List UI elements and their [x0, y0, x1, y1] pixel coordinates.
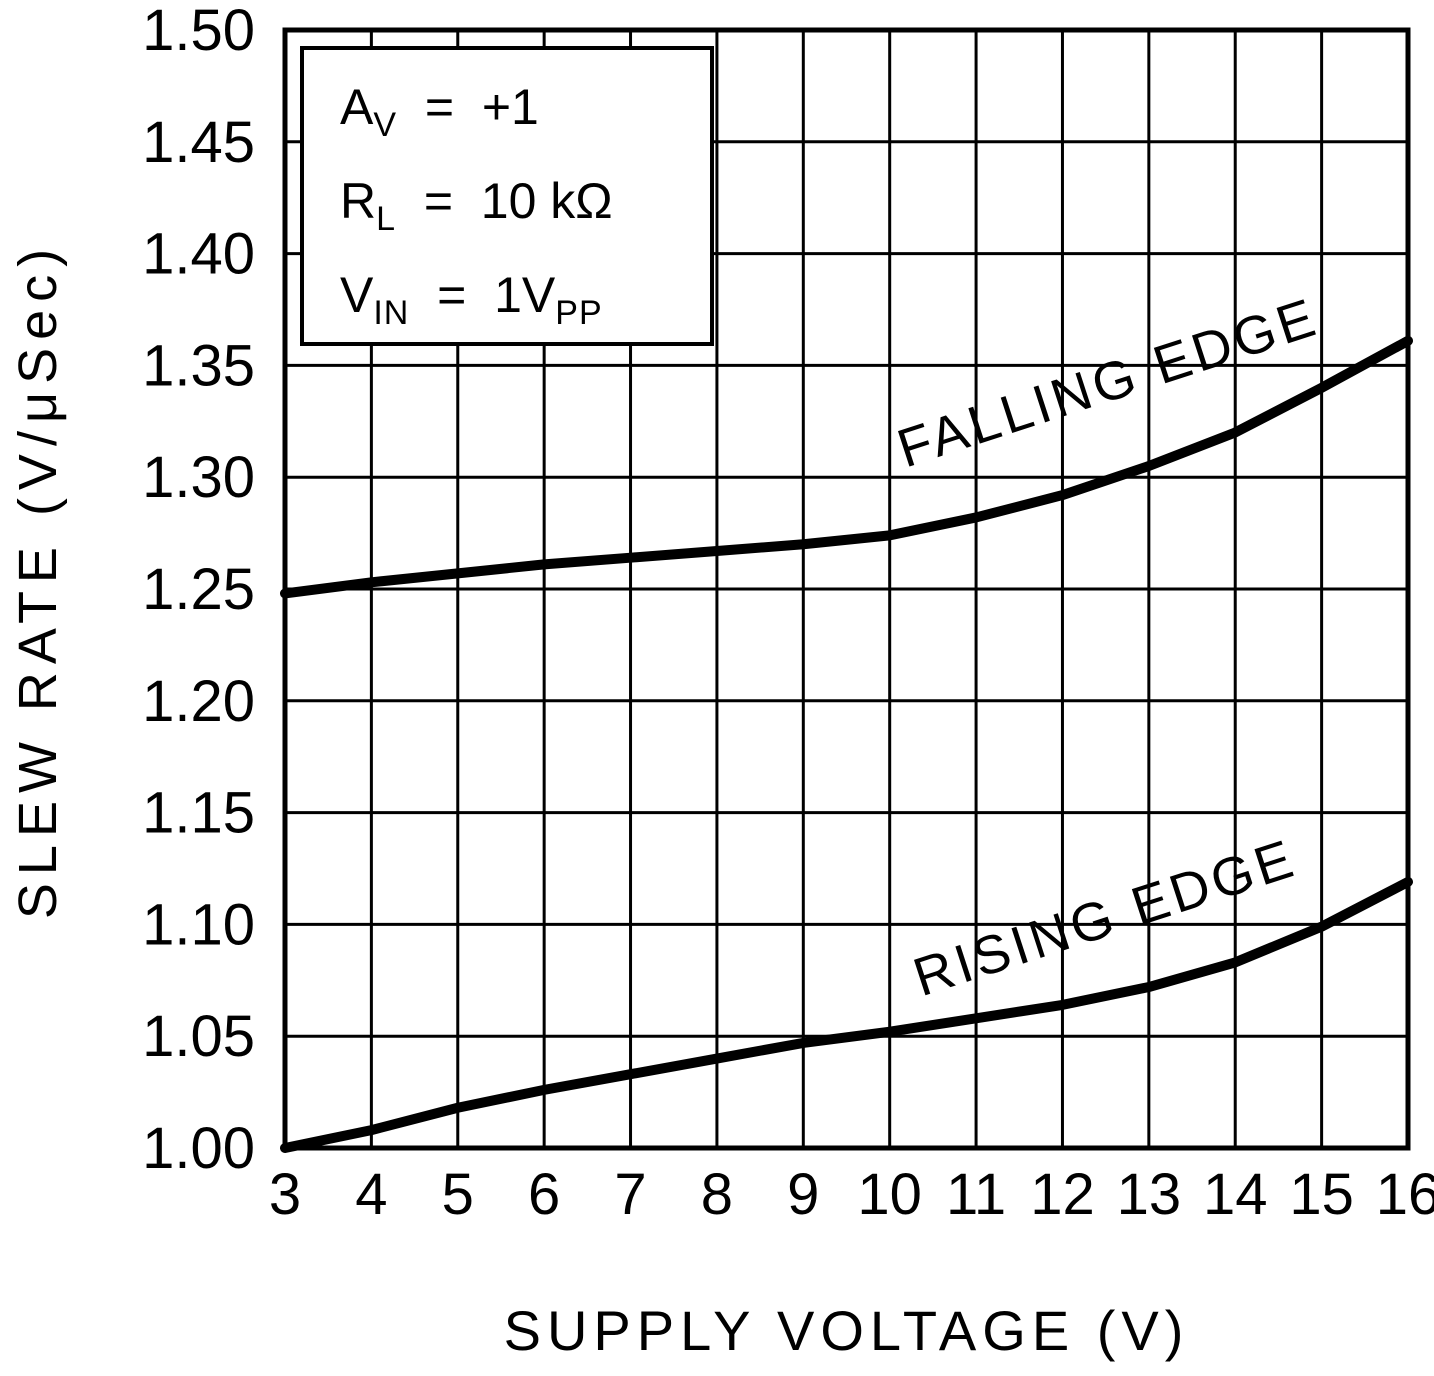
curve-falling-edge: [280, 335, 1413, 599]
y-tick-label: 1.20: [142, 669, 255, 734]
x-tick-label: 6: [528, 1162, 560, 1227]
y-tick-label: 1.25: [142, 557, 255, 622]
x-tick-label: 5: [442, 1162, 474, 1227]
x-tick-label: 8: [701, 1162, 733, 1227]
condition-subscript: PP: [555, 294, 603, 332]
conditions-box: AV = +1 RL = 10 kΩ VIN = 1VPP: [300, 46, 714, 346]
condition-text: V: [340, 267, 374, 323]
condition-text: = 1V: [409, 267, 556, 323]
y-tick-labels: 1.00 1.05 1.10 1.15 1.20 1.25 1.30 1.35 1.40 1.45…: [142, 0, 255, 1181]
x-tick-label: 13: [1117, 1162, 1182, 1227]
condition-subscript: L: [376, 200, 397, 238]
condition-text: = 10 kΩ: [396, 173, 613, 229]
y-axis-title: SLEW RATE (V/μSec): [8, 240, 68, 920]
condition-text: R: [340, 173, 377, 229]
condition-text: A: [340, 79, 374, 135]
y-tick-label: 1.45: [142, 110, 255, 175]
x-tick-label: 11: [946, 1162, 1006, 1227]
condition-av: AV = +1: [340, 60, 710, 154]
y-tick-label: 1.05: [142, 1004, 255, 1069]
y-tick-label: 1.35: [142, 333, 255, 398]
y-tick-label: 1.40: [142, 222, 255, 287]
condition-vin: VIN = 1VPP: [340, 248, 710, 342]
x-axis-title: SUPPLY VOLTAGE (V): [503, 1299, 1190, 1362]
x-tick-label: 14: [1203, 1162, 1268, 1227]
curve-rising-edge: [280, 876, 1413, 1153]
x-tick-label: 4: [355, 1162, 387, 1227]
x-tick-labels: 3 4 5 6 7 8 9 10 11 12 13 14 15 16: [269, 1162, 1434, 1227]
y-tick-label: 1.10: [142, 892, 255, 957]
y-tick-label: 1.15: [142, 781, 255, 846]
x-tick-label: 15: [1289, 1162, 1354, 1227]
y-tick-label: 1.50: [142, 0, 255, 63]
x-tick-label: 7: [614, 1162, 646, 1227]
condition-subscript: IN: [373, 294, 410, 332]
condition-rl: RL = 10 kΩ: [340, 154, 710, 248]
y-tick-label: 1.30: [142, 445, 255, 510]
x-tick-label: 16: [1376, 1162, 1434, 1227]
x-tick-label: 9: [787, 1162, 819, 1227]
condition-subscript: V: [373, 106, 398, 144]
x-tick-label: 10: [857, 1162, 922, 1227]
condition-text: = +1: [397, 79, 539, 135]
x-tick-label: 3: [269, 1162, 301, 1227]
y-tick-label: 1.00: [142, 1116, 255, 1181]
x-tick-label: 12: [1030, 1162, 1095, 1227]
